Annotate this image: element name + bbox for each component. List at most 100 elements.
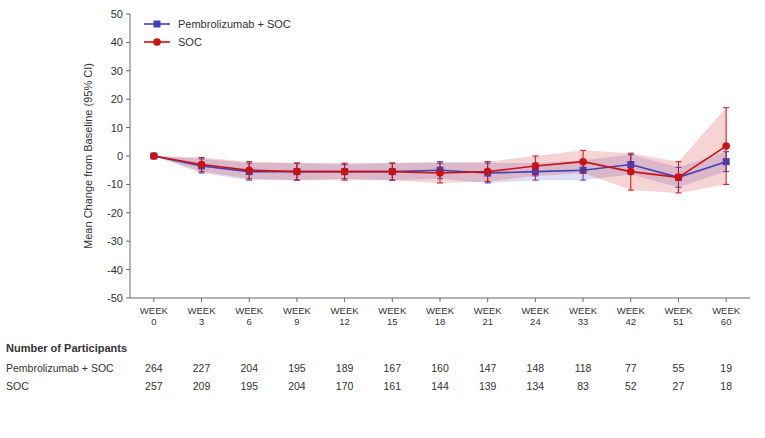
y-tick-label: 20 bbox=[111, 93, 123, 105]
x-tick bbox=[296, 298, 297, 302]
x-tick-label-line: 9 bbox=[294, 316, 299, 327]
error-bar-cap bbox=[294, 180, 300, 181]
error-bar-cap bbox=[389, 180, 395, 181]
error-bar-cap bbox=[199, 157, 205, 158]
error-bar bbox=[389, 163, 395, 180]
error-bar bbox=[294, 163, 300, 180]
x-tick bbox=[630, 298, 631, 302]
table-cell: 160 bbox=[431, 362, 449, 374]
error-bar-cap bbox=[294, 163, 300, 164]
table-cell: 204 bbox=[288, 380, 306, 392]
x-tick-label-line: WEEK bbox=[569, 305, 598, 316]
error-bar-cap bbox=[485, 182, 491, 183]
x-tick-label-line: WEEK bbox=[188, 305, 217, 316]
table-cell: 52 bbox=[625, 380, 637, 392]
x-tick-label-line: 60 bbox=[721, 316, 732, 327]
table-cell: 189 bbox=[336, 362, 354, 374]
error-bar-cap bbox=[199, 171, 205, 172]
ci-band bbox=[154, 108, 726, 193]
x-tick-label-line: 51 bbox=[673, 316, 684, 327]
x-tick-label: WEEK42 bbox=[617, 305, 646, 327]
marker bbox=[484, 168, 492, 176]
error-bar bbox=[199, 157, 205, 171]
y-tick-label: 50 bbox=[111, 8, 123, 20]
y-tick bbox=[126, 241, 130, 242]
x-tick-label-line: WEEK bbox=[283, 305, 312, 316]
table-cell: 118 bbox=[575, 362, 592, 374]
y-tick-label: 40 bbox=[111, 36, 123, 48]
table-cell: 209 bbox=[193, 380, 211, 392]
legend-marker bbox=[153, 38, 161, 46]
error-bar-cap bbox=[532, 175, 538, 176]
y-tick bbox=[126, 212, 130, 213]
table-cell: 204 bbox=[240, 362, 258, 374]
error-bar bbox=[389, 163, 395, 180]
x-tick bbox=[726, 298, 727, 302]
x-tick-label-line: WEEK bbox=[331, 305, 360, 316]
marker bbox=[579, 158, 587, 166]
y-tick bbox=[126, 127, 130, 128]
table-cell: 147 bbox=[479, 362, 497, 374]
y-tick-label: 30 bbox=[111, 65, 123, 77]
marker bbox=[436, 169, 444, 177]
axes: -50-40-30-20-1001020304050Mean Change fr… bbox=[82, 8, 750, 327]
marker bbox=[389, 168, 397, 176]
table-cell: 139 bbox=[479, 380, 497, 392]
y-tick bbox=[126, 269, 130, 270]
error-bar bbox=[532, 156, 538, 176]
marker bbox=[627, 168, 635, 176]
marker bbox=[341, 168, 348, 175]
table-cell: 144 bbox=[431, 380, 449, 392]
x-tick-label-line: 15 bbox=[387, 316, 398, 327]
x-tick bbox=[392, 298, 393, 302]
error-bar-cap bbox=[628, 153, 634, 154]
table-row-label: Pembrolizumab + SOC bbox=[6, 362, 114, 374]
x-tick bbox=[344, 298, 345, 302]
table-cell: 19 bbox=[720, 362, 732, 374]
error-bar-cap bbox=[580, 173, 586, 174]
marker bbox=[532, 162, 540, 170]
table-cell: 83 bbox=[577, 380, 589, 392]
marker bbox=[198, 161, 206, 169]
x-tick-label: WEEK12 bbox=[331, 305, 360, 327]
x-tick bbox=[440, 298, 441, 302]
x-tick bbox=[535, 298, 536, 302]
x-tick-label: WEEK0 bbox=[140, 305, 169, 327]
error-bar-cap bbox=[342, 180, 348, 181]
marker bbox=[293, 168, 301, 176]
table-cell: 77 bbox=[625, 362, 637, 374]
table-row-label: SOC bbox=[6, 380, 29, 392]
y-tick bbox=[126, 298, 130, 299]
error-bar-cap bbox=[675, 161, 681, 162]
x-tick bbox=[153, 298, 154, 302]
y-tick bbox=[126, 70, 130, 71]
y-axis-label: Mean Change from Baseline (95% CI) bbox=[82, 63, 94, 249]
table-cell: 148 bbox=[527, 362, 545, 374]
table-cell: 167 bbox=[384, 362, 402, 374]
table-cell: 227 bbox=[193, 362, 211, 374]
plot-data bbox=[150, 108, 730, 193]
table-cell: 134 bbox=[527, 380, 545, 392]
error-bar-cap bbox=[342, 163, 348, 164]
error-bar bbox=[723, 108, 729, 185]
x-tick-label-line: 3 bbox=[199, 316, 204, 327]
x-tick-label-line: WEEK bbox=[426, 305, 455, 316]
x-tick-label-line: WEEK bbox=[140, 305, 169, 316]
x-tick-label: WEEK51 bbox=[664, 305, 693, 327]
y-tick-label: -50 bbox=[107, 292, 123, 304]
error-bar-cap bbox=[485, 181, 491, 182]
table-cell: 257 bbox=[145, 380, 163, 392]
table-cell: 27 bbox=[673, 380, 685, 392]
table-cell: 18 bbox=[720, 380, 732, 392]
marker bbox=[389, 168, 396, 175]
error-bar bbox=[342, 163, 348, 180]
x-tick-label: WEEK9 bbox=[283, 305, 312, 327]
error-bar-cap bbox=[675, 192, 681, 193]
marker bbox=[150, 152, 158, 160]
table-cell: 264 bbox=[145, 362, 163, 374]
x-tick-label-line: WEEK bbox=[521, 305, 550, 316]
x-tick-label-line: WEEK bbox=[235, 305, 264, 316]
error-bar-cap bbox=[580, 150, 586, 151]
marker bbox=[293, 168, 300, 175]
y-tick bbox=[126, 156, 130, 157]
